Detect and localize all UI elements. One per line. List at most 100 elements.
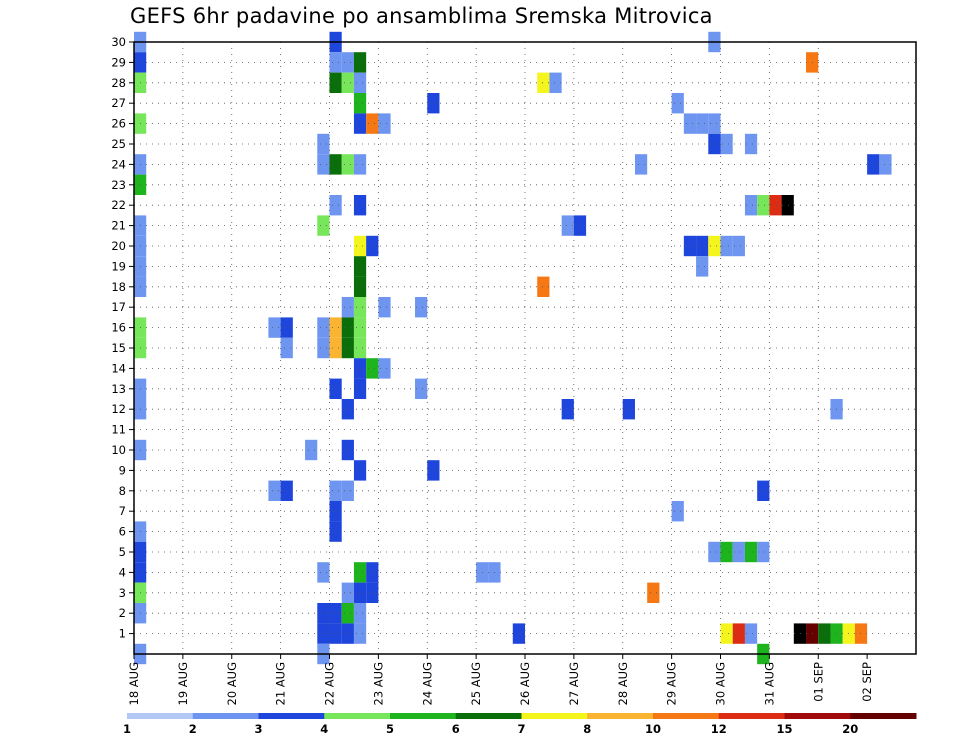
y-tick-label: 26 <box>111 117 126 131</box>
heatmap-cell <box>671 93 684 114</box>
heatmap-cell <box>329 378 342 399</box>
heatmap-cell <box>341 480 354 501</box>
x-tick-label: 26 AUG <box>518 662 532 705</box>
y-tick-label: 7 <box>119 504 126 518</box>
y-tick-label: 17 <box>111 300 126 314</box>
heatmap-cell <box>329 317 342 338</box>
legend-swatch <box>587 713 654 719</box>
heatmap-cell <box>696 113 709 134</box>
heatmap-cell <box>744 195 758 216</box>
heatmap-cell <box>696 235 709 257</box>
heatmap-cell <box>353 297 367 318</box>
heatmap-cell <box>561 399 574 420</box>
heatmap-cell <box>683 235 697 257</box>
y-tick-label: 16 <box>111 321 126 335</box>
y-tick-label: 8 <box>119 484 126 498</box>
heatmap-cell <box>415 378 428 399</box>
y-tick-label: 24 <box>111 157 126 171</box>
heatmap-cell <box>732 623 745 644</box>
y-tick-label: 12 <box>111 402 126 416</box>
chart-title: GEFS 6hr padavine po ansamblima Sremska … <box>130 4 713 28</box>
y-tick-label: 27 <box>111 96 126 110</box>
legend-swatch <box>192 713 259 719</box>
heatmap-cell <box>329 195 342 216</box>
heatmap-cell <box>329 521 342 542</box>
y-axis: 1234567891011121314151617181920212223242… <box>111 35 134 641</box>
heatmap-cell <box>280 317 293 338</box>
heatmap-cell <box>378 297 391 318</box>
legend-swatch <box>784 713 851 719</box>
x-tick-label: 28 AUG <box>616 662 630 705</box>
legend-swatch <box>455 713 522 719</box>
heatmap-cell <box>353 358 367 379</box>
legend-swatch <box>718 713 785 719</box>
y-tick-label: 18 <box>111 280 126 294</box>
heatmap-cell <box>317 215 330 236</box>
heatmap-cell <box>732 541 745 563</box>
heatmap-cell <box>415 297 428 318</box>
heatmap-cell <box>353 113 367 134</box>
heatmap-cell <box>561 215 574 236</box>
heatmap-cell <box>353 72 367 93</box>
heatmap-cell <box>353 195 367 216</box>
heatmap-cell <box>329 72 342 93</box>
heatmap-cell <box>879 154 892 175</box>
heatmap-cell <box>329 52 342 73</box>
heatmap-cell <box>378 113 391 134</box>
heatmap-cell <box>732 235 745 257</box>
heatmap-cell <box>537 276 550 297</box>
heatmap-cell <box>353 52 367 73</box>
heatmap-cell <box>769 195 782 216</box>
legend-swatch <box>653 713 720 719</box>
heatmap-cell <box>341 154 354 175</box>
y-tick-label: 5 <box>119 545 126 559</box>
cells-layer <box>134 31 892 665</box>
x-tick-label: 22 AUG <box>323 662 337 705</box>
y-tick-label: 21 <box>111 219 126 233</box>
heatmap-cell <box>353 235 367 257</box>
y-tick-label: 19 <box>111 259 126 273</box>
heatmap-cell <box>757 480 770 501</box>
heatmap-cell <box>341 52 354 73</box>
heatmap-cell <box>317 154 330 175</box>
legend-label: 15 <box>776 722 792 736</box>
heatmap-cell <box>353 623 367 644</box>
heatmap-cell <box>671 501 684 522</box>
legend-swatch <box>127 713 194 719</box>
legend-label: 6 <box>452 722 460 736</box>
legend-swatch <box>521 713 588 719</box>
heatmap-cell <box>720 541 733 563</box>
heatmap-cell <box>696 256 709 277</box>
heatmap-cell <box>366 358 379 379</box>
x-tick-label: 27 AUG <box>567 662 581 705</box>
grid-layer <box>134 41 916 654</box>
heatmap-cell <box>366 582 379 603</box>
y-tick-label: 9 <box>119 463 126 477</box>
heatmap-cell <box>341 72 354 93</box>
heatmap-cell <box>341 623 354 644</box>
heatmap-cell <box>280 480 293 501</box>
y-tick-label: 22 <box>111 198 126 212</box>
heatmap-cell <box>647 582 660 603</box>
heatmap-cell <box>353 93 367 114</box>
y-tick-label: 10 <box>111 443 126 457</box>
heatmap-cell <box>341 439 354 461</box>
x-tick-label: 02 SEP <box>860 662 874 702</box>
y-tick-label: 14 <box>111 361 126 375</box>
heatmap-cell <box>317 603 330 624</box>
heatmap-cell <box>317 317 330 338</box>
heatmap-cell <box>329 603 342 624</box>
heatmap-cell <box>720 133 733 155</box>
heatmap-cell <box>353 603 367 624</box>
y-tick-label: 20 <box>111 239 126 253</box>
heatmap-cell <box>353 460 367 481</box>
heatmap-cell <box>744 541 758 563</box>
x-tick-label: 24 AUG <box>420 662 434 705</box>
heatmap-cell <box>708 133 721 155</box>
legend-label: 5 <box>386 722 394 736</box>
heatmap-cell <box>280 337 293 359</box>
heatmap-cell <box>537 72 550 93</box>
legend-label: 7 <box>517 722 525 736</box>
y-tick-label: 28 <box>111 76 126 90</box>
